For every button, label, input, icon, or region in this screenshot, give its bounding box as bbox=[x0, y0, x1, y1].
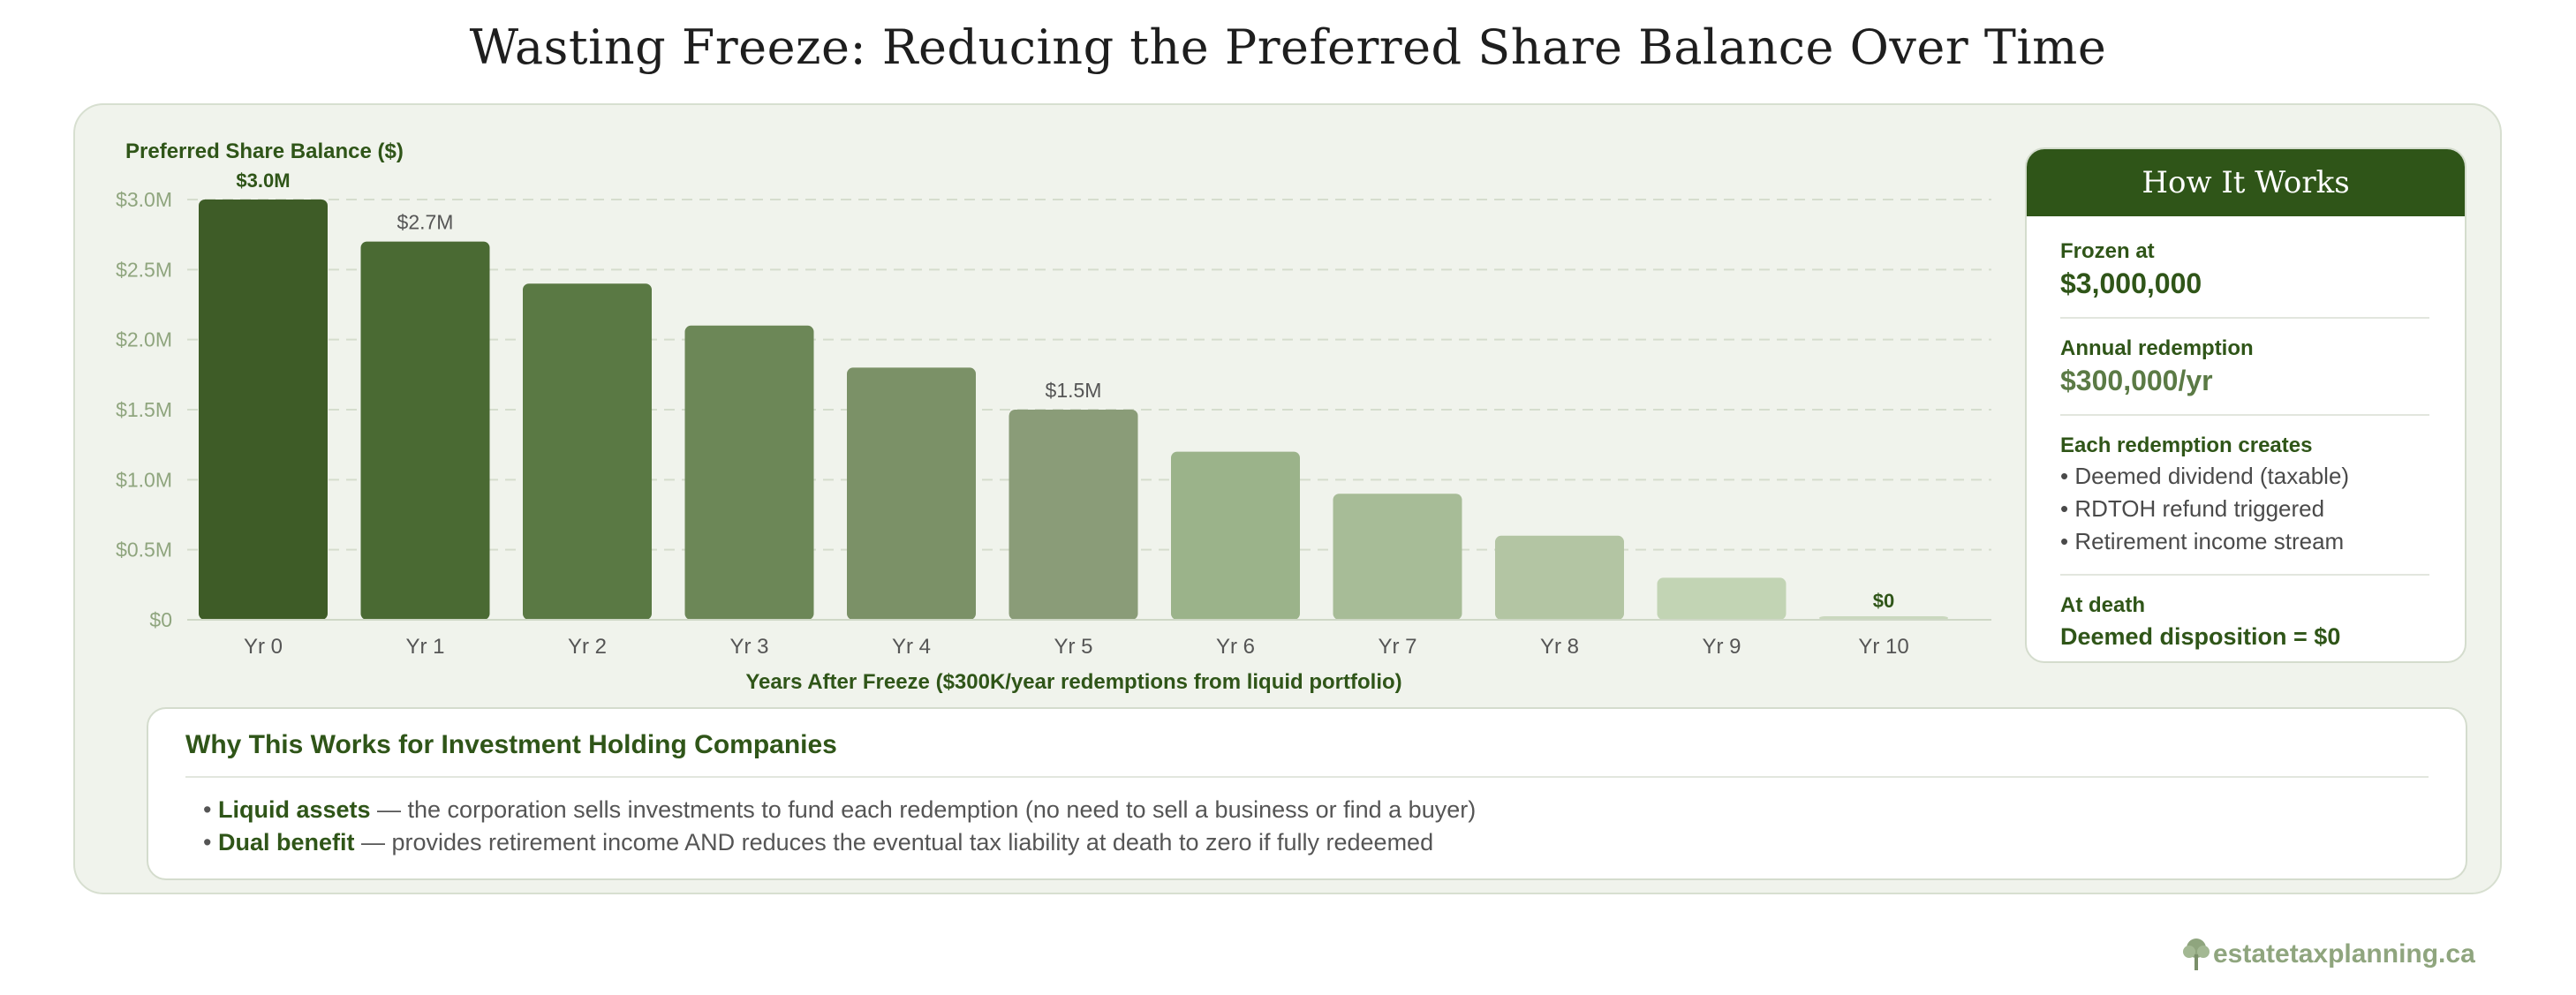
redemption-label: Annual redemption bbox=[2060, 336, 2254, 360]
bar bbox=[1171, 451, 1300, 620]
data-label: $3.0M bbox=[236, 170, 290, 192]
y-axis-title: Preferred Share Balance ($) bbox=[125, 139, 404, 163]
y-tick-label: $1.5M bbox=[116, 398, 172, 421]
why-item: • Dual benefit — provides retirement inc… bbox=[203, 829, 1434, 856]
death-value: Deemed disposition = $0 bbox=[2060, 623, 2341, 650]
bar bbox=[360, 241, 490, 620]
x-tick-label: Yr 0 bbox=[244, 635, 283, 659]
y-tick-label: $0.5M bbox=[116, 539, 172, 562]
brand-logo[interactable]: estatetaxplanning.ca bbox=[2181, 932, 2475, 976]
x-tick-label: Yr 6 bbox=[1216, 635, 1255, 659]
x-tick-label: Yr 8 bbox=[1540, 635, 1579, 659]
chart-title: Wasting Freeze: Reducing the Preferred S… bbox=[469, 19, 2107, 75]
why-title: Why This Works for Investment Holding Co… bbox=[185, 730, 2429, 778]
why-item-bold: Dual benefit bbox=[217, 829, 355, 856]
data-label: $0 bbox=[1873, 590, 1894, 612]
redemption-value: $300,000/yr bbox=[2060, 365, 2213, 396]
x-tick-label: Yr 3 bbox=[729, 635, 768, 659]
x-tick-label: Yr 5 bbox=[1054, 635, 1092, 659]
tree-icon bbox=[2183, 938, 2210, 970]
bar bbox=[684, 325, 814, 620]
x-tick-label: Yr 2 bbox=[568, 635, 607, 659]
why-item: • Liquid assets — the corporation sells … bbox=[203, 796, 1477, 823]
bar bbox=[1657, 577, 1787, 620]
bar bbox=[1008, 410, 1138, 620]
why-card: Why This Works for Investment Holding Co… bbox=[147, 707, 2467, 880]
redemption-section: Annual redemption $300,000/yr bbox=[2060, 335, 2429, 416]
x-tick-label: Yr 7 bbox=[1378, 635, 1416, 659]
x-axis-title: Years After Freeze ($300K/year redemptio… bbox=[745, 670, 1401, 694]
death-label: At death bbox=[2060, 593, 2145, 617]
frozen-section: Frozen at $3,000,000 bbox=[2060, 237, 2429, 319]
creates-item: • Retirement income stream bbox=[2060, 528, 2345, 554]
data-label: $1.5M bbox=[1046, 379, 1102, 402]
brand-text: estatetaxplanning.ca bbox=[2213, 939, 2475, 969]
creates-item: • RDTOH refund triggered bbox=[2060, 495, 2325, 522]
why-item-text: — provides retirement income AND reduces… bbox=[354, 829, 1434, 856]
bar bbox=[1495, 535, 1624, 620]
bar bbox=[523, 283, 652, 620]
bar bbox=[847, 367, 976, 620]
y-tick-label: $2.0M bbox=[116, 328, 172, 351]
why-item-text: — the corporation sells investments to f… bbox=[370, 796, 1477, 823]
y-tick-label: $3.0M bbox=[116, 188, 172, 211]
bar-chart: $0 $0.5M $1.0M $1.5M $2.0M $2.5M $3.0M Yr 0 Yr 1… bbox=[116, 139, 1991, 694]
creates-label: Each redemption creates bbox=[2060, 433, 2313, 457]
how-it-works-title: How It Works bbox=[2027, 149, 2465, 216]
how-it-works-card: How It Works Frozen at $3,000,000 Annual… bbox=[2025, 147, 2466, 663]
frozen-label: Frozen at bbox=[2060, 239, 2155, 263]
x-tick-label: Yr 4 bbox=[892, 635, 931, 659]
y-tick-label: $1.0M bbox=[116, 468, 172, 491]
frozen-value: $3,000,000 bbox=[2060, 268, 2202, 299]
x-tick-label: Yr 9 bbox=[1702, 635, 1741, 659]
y-tick-label: $0 bbox=[149, 608, 172, 631]
y-tick-label: $2.5M bbox=[116, 258, 172, 281]
death-section: At death Deemed disposition = $0 bbox=[2060, 592, 2429, 661]
bar bbox=[1333, 494, 1462, 620]
x-tick-label: Yr 1 bbox=[405, 635, 444, 659]
creates-section: Each redemption creates • Deemed dividen… bbox=[2060, 432, 2429, 576]
why-item-bold: Liquid assets bbox=[217, 796, 371, 823]
bar bbox=[199, 200, 328, 620]
data-label: $2.7M bbox=[397, 211, 454, 234]
creates-item: • Deemed dividend (taxable) bbox=[2060, 463, 2350, 489]
x-tick-label: Yr 10 bbox=[1858, 635, 1908, 659]
